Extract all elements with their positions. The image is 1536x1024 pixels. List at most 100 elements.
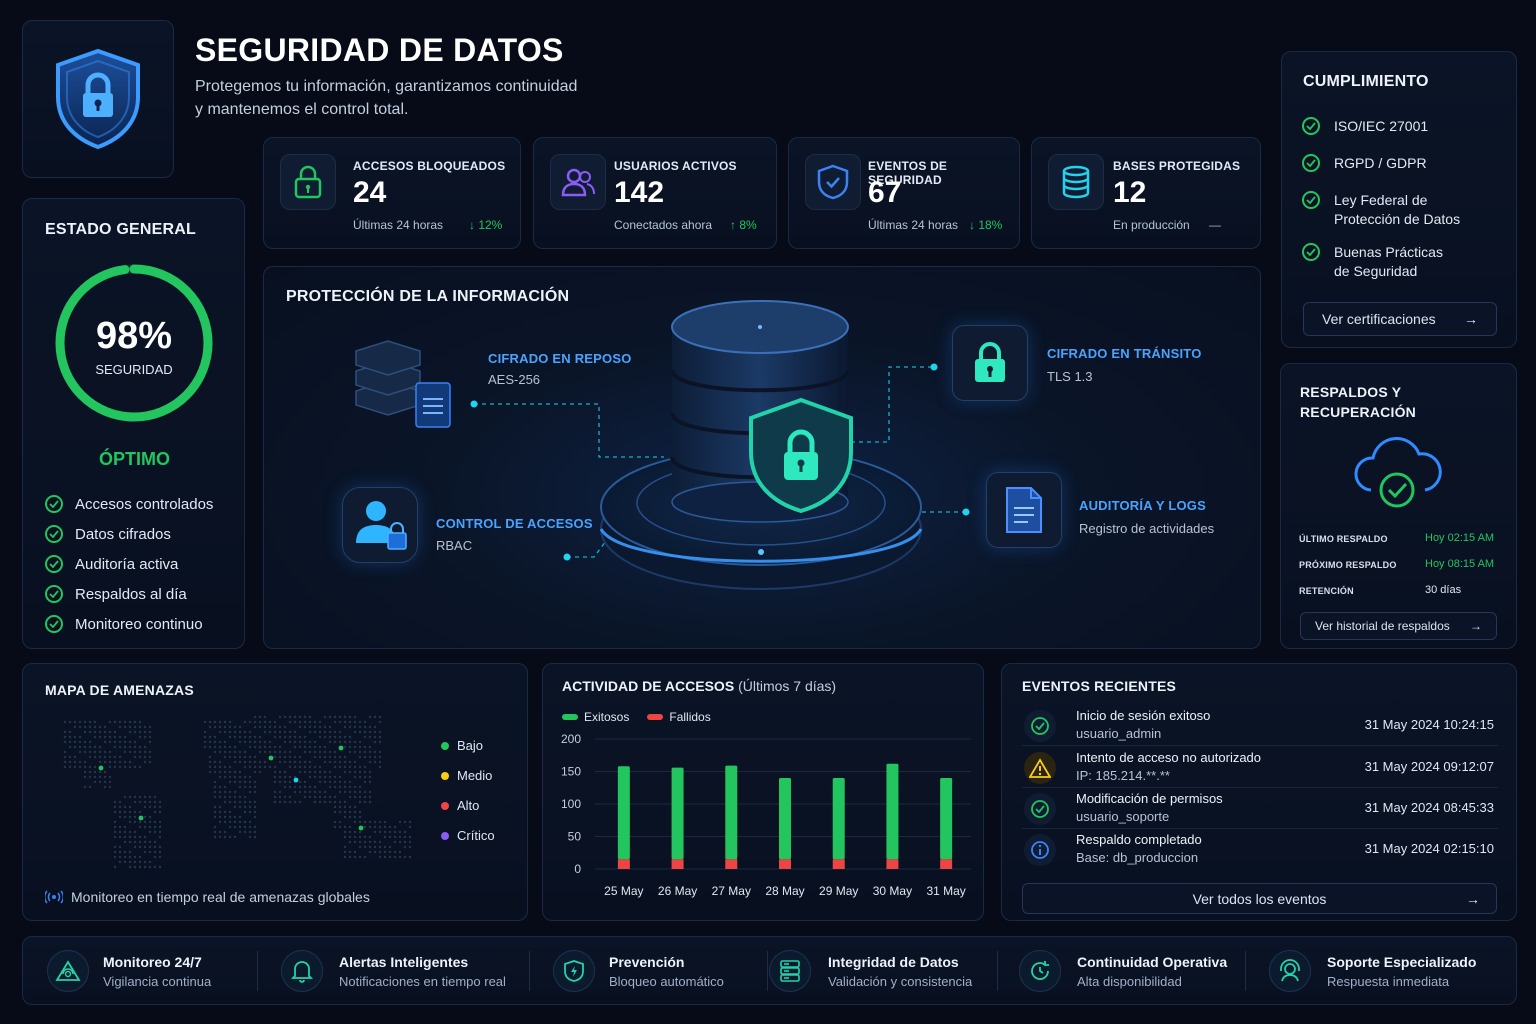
ver-historial-button[interactable]: Ver historial de respaldos → <box>1300 612 1497 640</box>
bar-exitosos[interactable] <box>617 766 630 860</box>
legend-label: Bajo <box>457 738 484 753</box>
feature-title: Integridad de Datos <box>828 954 959 970</box>
chart-legend: Exitosos Fallidos <box>562 710 711 724</box>
info-icon <box>1024 834 1056 866</box>
check-item: Monitoreo continuo <box>45 615 213 633</box>
page-subtitle: Protegemos tu información, garantizamos … <box>195 75 615 121</box>
arrow-right-icon: → <box>1470 619 1482 633</box>
check-circle-icon <box>1302 154 1320 172</box>
divider <box>767 951 768 991</box>
legend-label: Fallidos <box>669 710 711 724</box>
feature-sub: Alta disponibilidad <box>1077 974 1182 989</box>
user-lock-icon <box>342 487 418 563</box>
bar-fallidos[interactable] <box>617 859 630 869</box>
bar-chart: 0 50 100 150 200 25 May 26 May 27 May 28 May 29 M… <box>561 732 971 898</box>
check-circle-icon <box>1302 191 1320 209</box>
bar-exitosos[interactable] <box>671 767 684 860</box>
stat-card-eventos-seguridad[interactable]: EVENTOS DE SEGURIDAD 67 Últimas 24 horas… <box>788 137 1020 249</box>
event-row[interactable]: Respaldo completado Base: db_produccion … <box>1022 830 1498 870</box>
check-label: Datos cifrados <box>75 525 171 543</box>
protection-illustration <box>470 300 970 590</box>
y-tick-label: 200 <box>561 732 581 746</box>
bar-fallidos[interactable] <box>940 859 953 869</box>
security-gauge: 98% SEGURIDAD <box>52 261 216 425</box>
legend-dot <box>441 831 449 840</box>
legend-item-fallidos: Fallidos <box>647 710 711 724</box>
shield-bolt-icon <box>553 950 595 992</box>
feature-sub: Respuesta inmediata <box>1327 974 1450 989</box>
compliance-label: Buenas Prácticas <box>1334 244 1443 260</box>
cifrado-transito-label: CIFRADO EN TRÁNSITO <box>1047 346 1202 361</box>
compliance-label-2: Protección de Datos <box>1334 211 1461 227</box>
eventos-recientes-panel: EVENTOS RECIENTES Inicio de sesión exito… <box>1001 663 1517 921</box>
check-circle-icon <box>45 585 63 603</box>
legend-label: Alto <box>457 798 480 813</box>
check-item: Respaldos al día <box>45 585 213 603</box>
stat-card-bases-protegidas[interactable]: BASES PROTEGIDAS 12 En producción — <box>1031 137 1261 249</box>
bar-fallidos[interactable] <box>725 859 738 869</box>
cumplimiento-title: CUMPLIMIENTO <box>1303 73 1429 90</box>
legend-item-exitosos: Exitosos <box>562 710 629 724</box>
divider <box>257 951 258 991</box>
bar-fallidos[interactable] <box>832 859 845 869</box>
stat-change: — <box>1209 218 1221 232</box>
threat-marker <box>138 815 144 821</box>
backup-row-label: PRÓXIMO RESPALDO <box>1299 560 1397 570</box>
auditoria-label: AUDITORÍA Y LOGS <box>1079 498 1206 513</box>
y-tick-label: 0 <box>574 862 581 876</box>
bar-exitosos[interactable] <box>832 778 845 860</box>
event-row[interactable]: Modificación de permisos usuario_soporte… <box>1022 789 1498 829</box>
stat-card-usuarios-activos[interactable]: USUARIOS ACTIVOS 142 Conectados ahora ↑ … <box>533 137 777 249</box>
subtitle-line: Protegemos tu información, garantizamos … <box>195 78 578 95</box>
bar-fallidos[interactable] <box>886 859 899 869</box>
estado-title: ESTADO GENERAL <box>45 221 196 238</box>
event-sub: usuario_admin <box>1076 726 1162 741</box>
respaldos-panel: RESPALDOS Y RECUPERACIÓN ÚLTIMO RESPALDO… <box>1280 363 1517 649</box>
check-label: Monitoreo continuo <box>75 615 203 633</box>
stat-label: BASES PROTEGIDAS <box>1113 159 1241 173</box>
bar-exitosos[interactable] <box>940 778 953 860</box>
threat-marker <box>358 825 364 831</box>
cifrado-reposo-label: CIFRADO EN REPOSO <box>488 351 632 366</box>
features-footer: Monitoreo 24/7 Vigilancia continua Alert… <box>22 936 1517 1005</box>
event-sub: usuario_soporte <box>1076 809 1170 824</box>
ver-certificaciones-button[interactable]: Ver certificaciones → <box>1303 302 1497 336</box>
warning-icon <box>1024 752 1056 784</box>
stat-card-accesos-bloqueados[interactable]: ACCESOS BLOQUEADOS 24 Últimas 24 horas ↓… <box>263 137 521 249</box>
respaldos-title: RESPALDOS Y RECUPERACIÓN <box>1300 382 1416 422</box>
bar-exitosos[interactable] <box>886 763 899 860</box>
estado-general-panel: ESTADO GENERAL 98% SEGURIDAD ÓPTIMO Acce… <box>22 198 245 649</box>
feature-alertas: Alertas Inteligentes Notificaciones en t… <box>259 937 527 1006</box>
lock-icon <box>952 325 1028 401</box>
feature-sub: Validación y consistencia <box>828 974 973 989</box>
x-tick-label: 31 May <box>926 884 965 898</box>
backup-row-label: ÚLTIMO RESPALDO <box>1299 534 1388 544</box>
compliance-item: RGPD / GDPR <box>1302 154 1427 173</box>
stat-sub: En producción <box>1113 218 1190 232</box>
shield-lock-icon <box>56 48 140 150</box>
control-accesos-label: CONTROL DE ACCESOS <box>436 516 593 531</box>
control-accesos-sub: RBAC <box>436 538 473 553</box>
threat-marker <box>338 745 344 751</box>
check-circle-icon <box>45 555 63 573</box>
threat-marker <box>268 755 274 761</box>
server-icon <box>769 950 811 992</box>
mapa-footer: Monitoreo en tiempo real de amenazas glo… <box>45 889 370 905</box>
bell-icon <box>281 950 323 992</box>
users-icon <box>550 154 606 210</box>
event-row[interactable]: Inicio de sesión exitoso usuario_admin 3… <box>1022 706 1498 746</box>
bar-fallidos[interactable] <box>779 859 791 869</box>
legend-dot <box>441 771 449 780</box>
recovery-icon <box>1019 950 1061 992</box>
proteccion-title: PROTECCIÓN DE LA INFORMACIÓN <box>286 288 570 305</box>
logo-tile <box>22 20 174 178</box>
ver-todos-eventos-button[interactable]: Ver todos los eventos → <box>1022 883 1497 914</box>
event-row[interactable]: Intento de acceso no autorizado IP: 185.… <box>1022 748 1498 788</box>
legend-dot <box>441 741 449 750</box>
bar-exitosos[interactable] <box>779 778 791 860</box>
compliance-item: ISO/IEC 27001 <box>1302 117 1428 136</box>
bar-fallidos[interactable] <box>671 859 684 869</box>
bar-exitosos[interactable] <box>725 765 738 860</box>
legend-label: Exitosos <box>584 710 630 724</box>
check-circle-icon <box>1302 243 1320 261</box>
